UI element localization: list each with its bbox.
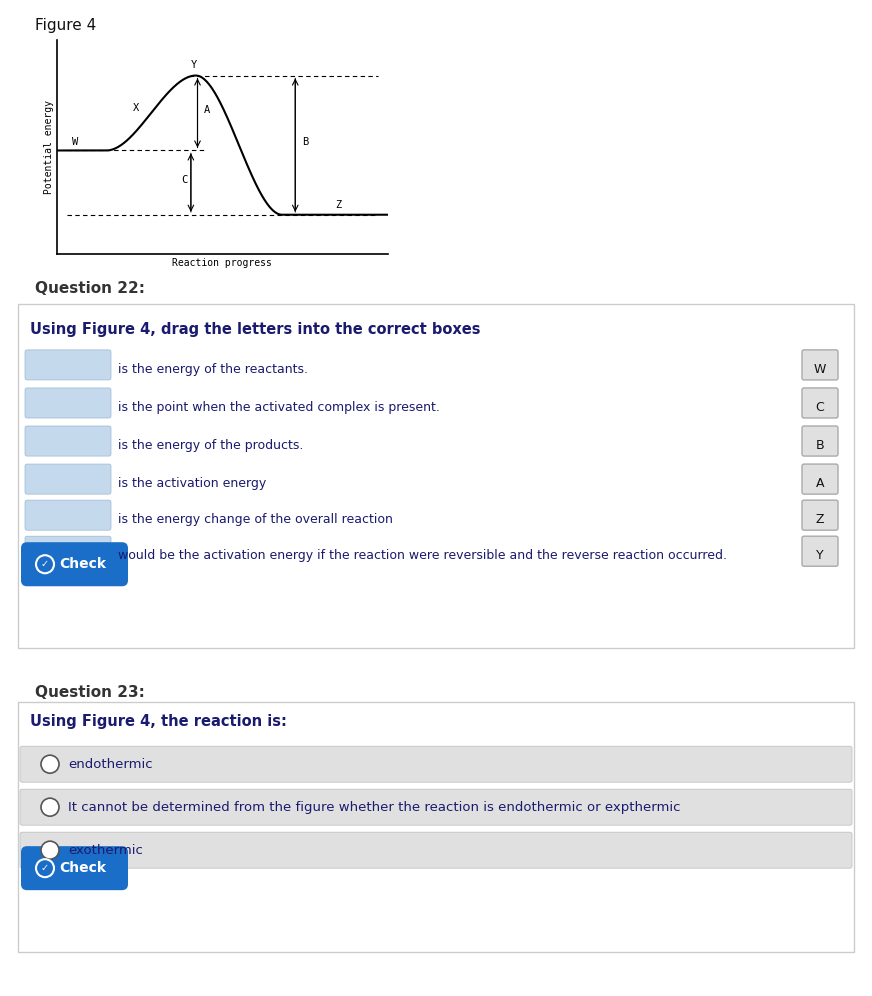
- FancyBboxPatch shape: [21, 542, 128, 587]
- Text: Figure 4: Figure 4: [35, 18, 96, 33]
- FancyBboxPatch shape: [20, 833, 852, 869]
- Text: is the energy of the products.: is the energy of the products.: [118, 439, 303, 452]
- FancyBboxPatch shape: [25, 500, 111, 530]
- Text: ✓: ✓: [41, 864, 49, 873]
- Text: Z: Z: [815, 513, 824, 526]
- Text: B: B: [302, 137, 308, 147]
- Text: would be the activation energy if the reaction were reversible and the reverse r: would be the activation energy if the re…: [118, 549, 727, 562]
- Text: exothermic: exothermic: [68, 844, 143, 857]
- Text: A: A: [204, 105, 210, 115]
- Text: Using Figure 4, drag the letters into the correct boxes: Using Figure 4, drag the letters into th…: [30, 322, 480, 337]
- Text: Check: Check: [59, 862, 106, 875]
- FancyBboxPatch shape: [25, 388, 111, 418]
- FancyBboxPatch shape: [25, 536, 111, 567]
- FancyBboxPatch shape: [25, 464, 111, 494]
- FancyBboxPatch shape: [802, 426, 838, 456]
- Circle shape: [41, 798, 59, 816]
- Text: W: W: [72, 137, 78, 147]
- Text: is the energy change of the overall reaction: is the energy change of the overall reac…: [118, 513, 393, 526]
- Text: C: C: [815, 401, 824, 414]
- Text: is the point when the activated complex is present.: is the point when the activated complex …: [118, 401, 439, 414]
- FancyBboxPatch shape: [21, 847, 128, 890]
- Text: Question 23:: Question 23:: [35, 685, 145, 700]
- Y-axis label: Potential energy: Potential energy: [44, 100, 54, 194]
- Circle shape: [41, 755, 59, 773]
- Text: is the energy of the reactants.: is the energy of the reactants.: [118, 363, 308, 375]
- Text: Using Figure 4, the reaction is:: Using Figure 4, the reaction is:: [30, 714, 287, 729]
- FancyBboxPatch shape: [18, 304, 854, 648]
- Text: A: A: [815, 477, 824, 490]
- FancyBboxPatch shape: [802, 464, 838, 494]
- Text: Y: Y: [816, 549, 824, 562]
- Text: W: W: [814, 363, 826, 375]
- FancyBboxPatch shape: [802, 350, 838, 379]
- FancyBboxPatch shape: [802, 500, 838, 530]
- FancyBboxPatch shape: [25, 426, 111, 456]
- Text: X: X: [133, 104, 140, 114]
- Text: endothermic: endothermic: [68, 758, 153, 771]
- FancyBboxPatch shape: [20, 746, 852, 782]
- Text: Z: Z: [335, 199, 342, 209]
- FancyBboxPatch shape: [25, 350, 111, 379]
- Text: Y: Y: [191, 61, 197, 71]
- Text: is the activation energy: is the activation energy: [118, 477, 266, 490]
- Text: B: B: [815, 439, 824, 452]
- Circle shape: [41, 842, 59, 860]
- Text: Check: Check: [59, 557, 106, 572]
- FancyBboxPatch shape: [20, 789, 852, 825]
- Text: Question 22:: Question 22:: [35, 281, 145, 296]
- Text: C: C: [181, 174, 187, 184]
- FancyBboxPatch shape: [802, 388, 838, 418]
- FancyBboxPatch shape: [18, 702, 854, 952]
- FancyBboxPatch shape: [802, 536, 838, 567]
- X-axis label: Reaction progress: Reaction progress: [173, 258, 272, 268]
- Text: ✓: ✓: [41, 559, 49, 570]
- Text: It cannot be determined from the figure whether the reaction is endothermic or e: It cannot be determined from the figure …: [68, 801, 680, 814]
